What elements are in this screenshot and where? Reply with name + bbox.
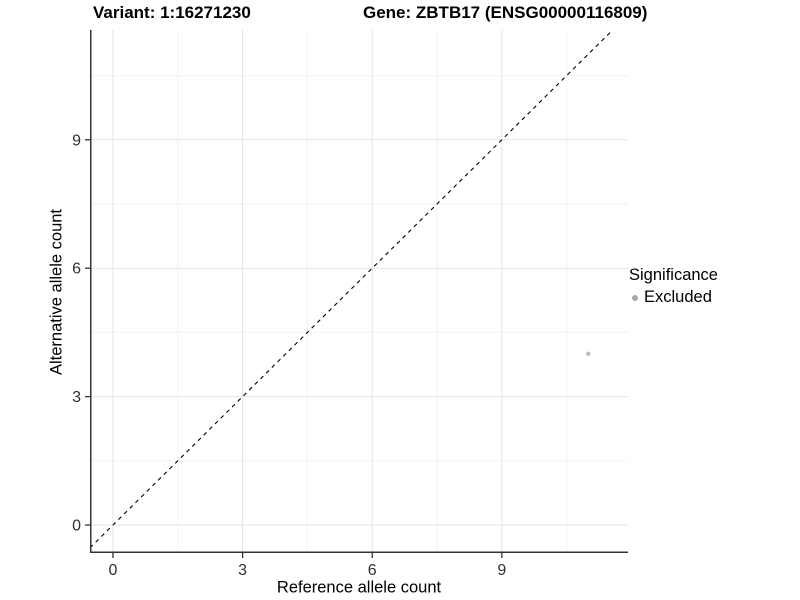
legend-entry-label: Excluded — [644, 288, 712, 306]
variant-title: Variant: 1:16271230 — [93, 3, 251, 22]
y-tick-label: 3 — [72, 389, 81, 406]
x-tick-label: 9 — [497, 562, 506, 579]
x-tick-label: 0 — [109, 562, 118, 579]
legend: Significance Excluded — [629, 266, 718, 307]
identity-dashed-line — [89, 29, 614, 549]
plot-panel: 0 3 6 9 0 3 6 9 — [72, 29, 628, 579]
legend-title: Significance — [629, 266, 718, 284]
legend-entry: Excluded — [629, 288, 718, 307]
x-tick-label: 3 — [238, 562, 247, 579]
x-axis-title: Reference allele count — [276, 578, 442, 597]
legend-point-icon — [632, 294, 638, 301]
y-tick-label: 0 — [72, 518, 81, 535]
scatter-plot-canvas: 0 3 6 9 0 3 6 9 — [72, 29, 628, 579]
y-axis-title: Alternative allele count — [47, 208, 66, 376]
x-tick-label: 6 — [368, 562, 377, 579]
y-tick-label: 6 — [72, 261, 81, 278]
gene-title: Gene: ZBTB17 (ENSG00000116809) — [363, 3, 648, 22]
y-tick-label: 9 — [72, 132, 81, 149]
data-point — [586, 351, 591, 356]
